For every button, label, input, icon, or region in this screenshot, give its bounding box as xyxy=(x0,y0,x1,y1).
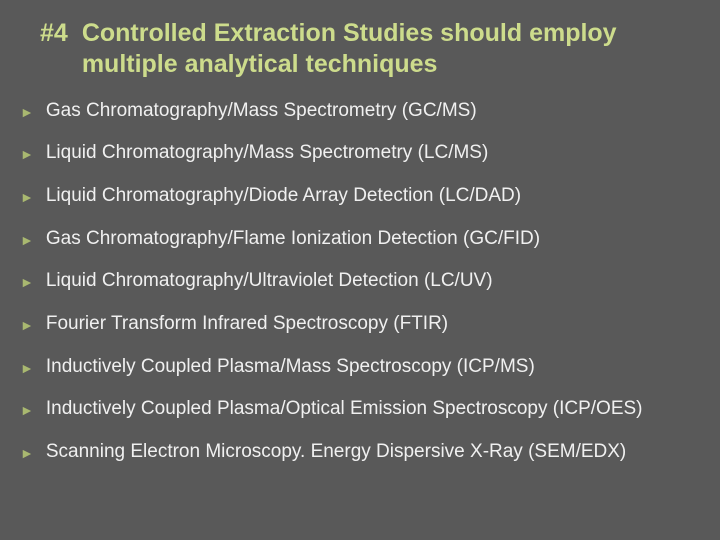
list-item-text: Liquid Chromatography/Diode Array Detect… xyxy=(46,184,694,209)
bullet-icon: ► xyxy=(20,188,34,206)
bullet-icon: ► xyxy=(20,359,34,377)
list-item-text: Fourier Transform Infrared Spectroscopy … xyxy=(46,312,694,337)
list-item-text: Gas Chromatography/Mass Spectrometry (GC… xyxy=(46,99,694,124)
list-item: ► Inductively Coupled Plasma/Mass Spectr… xyxy=(20,355,694,380)
slide-title-text: Controlled Extraction Studies should emp… xyxy=(82,18,694,81)
list-item: ► Liquid Chromatography/Diode Array Dete… xyxy=(20,184,694,209)
list-item: ► Scanning Electron Microscopy. Energy D… xyxy=(20,440,694,465)
list-item: ► Gas Chromatography/Mass Spectrometry (… xyxy=(20,99,694,124)
bullet-icon: ► xyxy=(20,273,34,291)
list-item-text: Scanning Electron Microscopy. Energy Dis… xyxy=(46,440,694,465)
list-item: ► Liquid Chromatography/Mass Spectrometr… xyxy=(20,141,694,166)
list-item-text: Inductively Coupled Plasma/Mass Spectros… xyxy=(46,355,694,380)
bullet-icon: ► xyxy=(20,444,34,462)
list-item: ► Inductively Coupled Plasma/Optical Emi… xyxy=(20,397,694,422)
list-item-text: Gas Chromatography/Flame Ionization Dete… xyxy=(46,227,694,252)
list-item: ► Fourier Transform Infrared Spectroscop… xyxy=(20,312,694,337)
bullet-icon: ► xyxy=(20,401,34,419)
list-item-text: Liquid Chromatography/Ultraviolet Detect… xyxy=(46,269,694,294)
slide-title-number: #4 xyxy=(40,18,68,49)
bullet-icon: ► xyxy=(20,145,34,163)
bullet-list: ► Gas Chromatography/Mass Spectrometry (… xyxy=(20,99,694,465)
slide-title-row: #4 Controlled Extraction Studies should … xyxy=(20,18,694,81)
list-item-text: Liquid Chromatography/Mass Spectrometry … xyxy=(46,141,694,166)
list-item-text: Inductively Coupled Plasma/Optical Emiss… xyxy=(46,397,694,422)
bullet-icon: ► xyxy=(20,231,34,249)
bullet-icon: ► xyxy=(20,316,34,334)
list-item: ► Gas Chromatography/Flame Ionization De… xyxy=(20,227,694,252)
bullet-icon: ► xyxy=(20,103,34,121)
list-item: ► Liquid Chromatography/Ultraviolet Dete… xyxy=(20,269,694,294)
